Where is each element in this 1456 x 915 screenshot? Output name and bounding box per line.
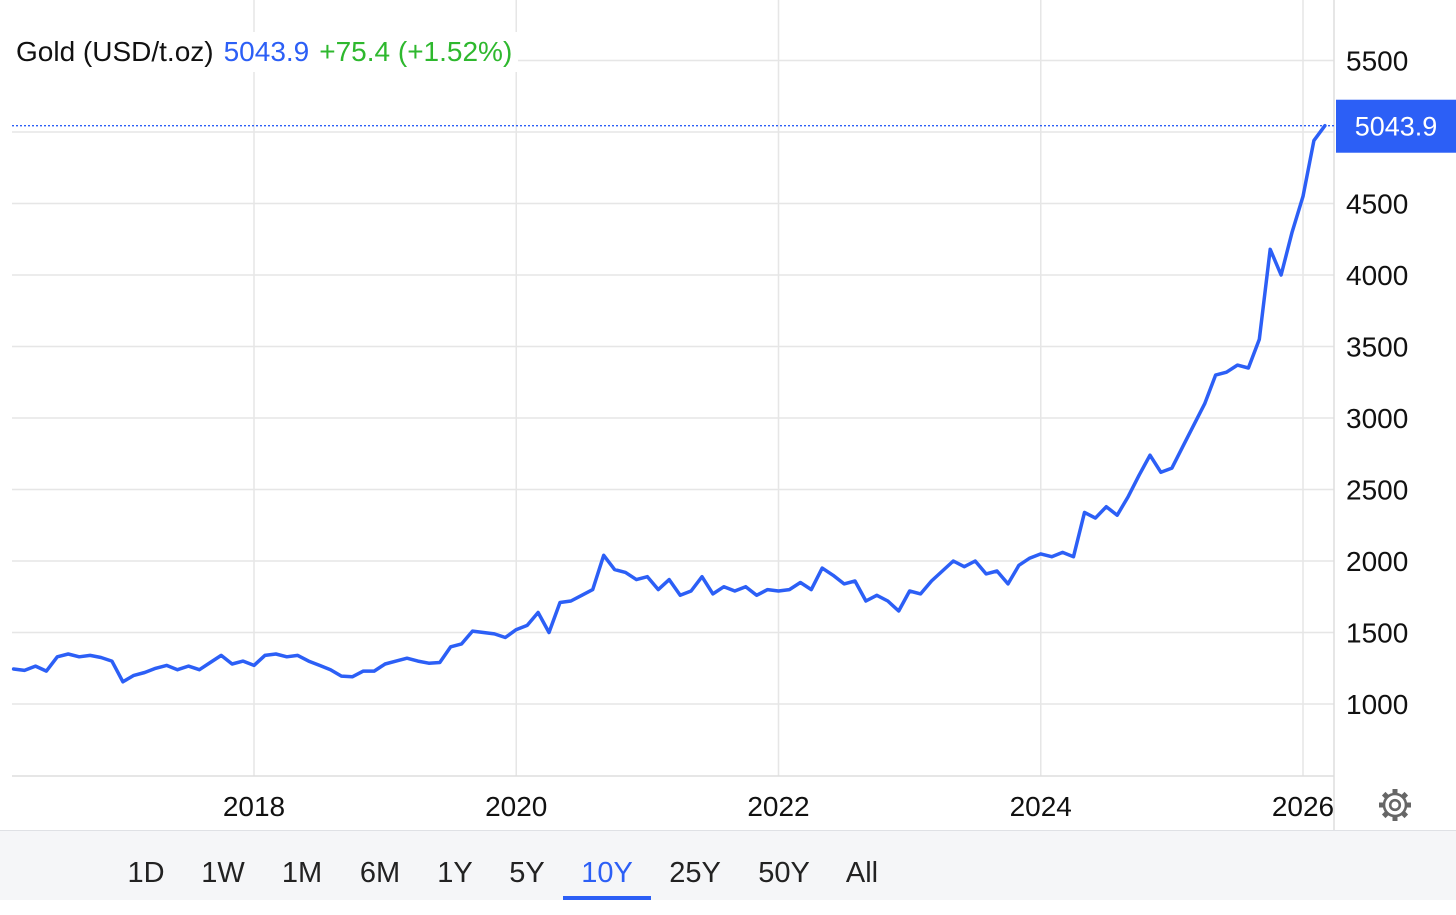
y-tick-label: 2000	[1346, 546, 1408, 577]
chart-header: Gold (USD/t.oz) 5043.9 +75.4 (+1.52%)	[12, 32, 519, 72]
y-tick-label: 4000	[1346, 260, 1408, 291]
y-axis: 1000 1500 2000 2500 3000 3500 4000 4500 5500	[1346, 46, 1408, 721]
x-tick-label: 2024	[1010, 791, 1072, 822]
x-tick-label: 2018	[223, 791, 285, 822]
y-tick-label: 2500	[1346, 475, 1408, 506]
y-tick-label: 4500	[1346, 189, 1408, 220]
last-price-tag: 5043.9	[1336, 99, 1456, 153]
tab-10y[interactable]: 10Y	[563, 831, 651, 900]
y-tick-label: 3000	[1346, 403, 1408, 434]
gear-icon[interactable]	[1376, 786, 1414, 824]
tab-6m[interactable]: 6M	[359, 857, 401, 889]
tab-1d[interactable]: 1D	[127, 857, 165, 889]
instrument-name: Gold (USD/t.oz)	[16, 36, 214, 67]
y-tick-label: 5500	[1346, 46, 1408, 77]
y-tick-label: 1000	[1346, 689, 1408, 720]
tab-1y[interactable]: 1Y	[437, 857, 473, 889]
x-tick-label: 2022	[747, 791, 809, 822]
x-axis: 2018 2020 2022 2024 2026	[223, 791, 1334, 822]
tab-1w[interactable]: 1W	[201, 857, 245, 889]
last-price-tag-label: 5043.9	[1355, 112, 1438, 142]
x-tick-label: 2020	[485, 791, 547, 822]
last-price: 5043.9	[223, 36, 310, 67]
gold-price-line	[11, 123, 1327, 684]
price-change: +75.4 (+1.52%)	[319, 36, 513, 67]
tab-1m[interactable]: 1M	[281, 857, 323, 889]
chart-grid	[12, 0, 1335, 830]
range-tab-bar: 1D 1W 1M 6M 1Y 5Y 10Y 25Y 50Y All	[0, 830, 1456, 900]
price-chart: 1000 1500 2000 2500 3000 3500 4000 4500 5500 201…	[11, 0, 1456, 830]
y-tick-label: 1500	[1346, 618, 1408, 649]
x-tick-label: 2026	[1272, 791, 1334, 822]
tab-all[interactable]: All	[845, 857, 879, 889]
tab-25y[interactable]: 25Y	[669, 857, 721, 889]
tab-50y[interactable]: 50Y	[758, 857, 810, 889]
y-tick-label: 3500	[1346, 332, 1408, 363]
tab-5y[interactable]: 5Y	[509, 857, 545, 889]
